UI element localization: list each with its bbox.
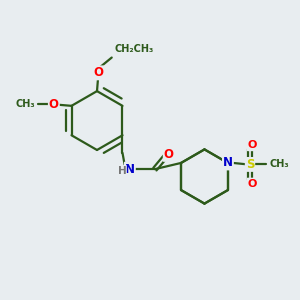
Text: CH₃: CH₃ bbox=[16, 99, 35, 110]
Text: CH₂CH₃: CH₂CH₃ bbox=[115, 44, 154, 54]
Text: CH₃: CH₃ bbox=[269, 159, 289, 170]
Text: O: O bbox=[248, 140, 257, 150]
Text: N: N bbox=[223, 157, 233, 169]
Text: O: O bbox=[49, 98, 59, 111]
Text: H: H bbox=[118, 166, 126, 176]
Text: O: O bbox=[164, 148, 174, 161]
Text: O: O bbox=[94, 66, 103, 80]
Text: S: S bbox=[246, 158, 254, 171]
Text: O: O bbox=[248, 178, 257, 189]
Text: N: N bbox=[125, 163, 135, 176]
